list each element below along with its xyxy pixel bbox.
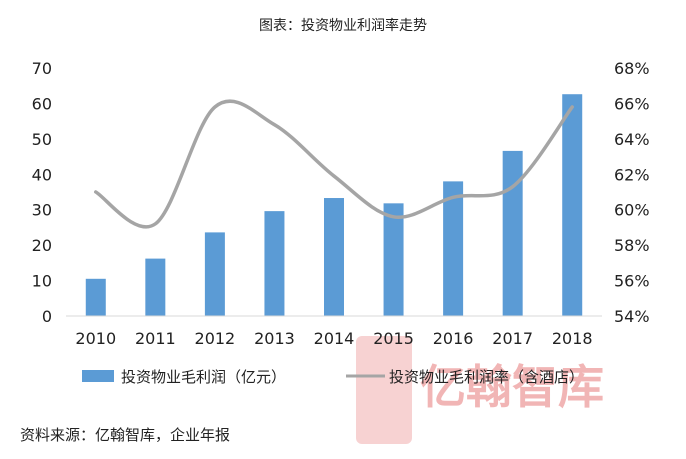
bar — [383, 203, 404, 316]
right-tick-label: 56% — [614, 272, 650, 291]
bar — [502, 150, 523, 316]
source-note: 资料来源：亿翰智库，企业年报 — [20, 426, 230, 444]
x-tick-label: 2017 — [492, 329, 533, 348]
legend-bar-label: 投资物业毛利润（亿元） — [121, 368, 286, 386]
right-tick-label: 58% — [614, 236, 650, 255]
right-tick-label: 60% — [614, 201, 650, 220]
x-tick-label: 2014 — [314, 329, 355, 348]
margin-line — [94, 99, 574, 229]
watermark-text: 亿翰智库 — [420, 360, 604, 414]
chart-title: 图表：投资物业利润率走势 — [259, 17, 427, 34]
bar — [443, 181, 464, 316]
x-tick-label: 2016 — [433, 329, 474, 348]
bar — [324, 198, 344, 316]
right-tick-label: 62% — [614, 165, 650, 184]
bar — [204, 232, 225, 316]
x-tick-label: 2013 — [254, 329, 295, 348]
x-axis: 2010 2011 2012 2013 2014 2015 2016 2017 2018 — [75, 329, 592, 348]
left-tick-label: 30 — [32, 201, 52, 220]
line-series — [94, 99, 574, 229]
bar — [145, 258, 166, 316]
right-tick-label: 64% — [614, 130, 650, 149]
right-tick-label: 54% — [614, 307, 650, 326]
left-axis: 0 10 20 30 40 50 60 70 — [32, 59, 52, 326]
bar — [562, 94, 583, 317]
right-axis: 54% 56% 58% 60% 62% 64% 66% 68% — [614, 59, 650, 326]
legend-bar-swatch — [82, 370, 114, 382]
legend-line-label: 投资物业毛利润率（含酒店） — [389, 368, 584, 386]
bar — [264, 211, 285, 316]
watermark: 亿翰智库 — [356, 336, 604, 444]
bar — [85, 278, 106, 316]
right-tick-label: 68% — [614, 59, 650, 78]
right-tick-label: 66% — [614, 94, 650, 113]
left-tick-label: 20 — [32, 236, 52, 255]
x-tick-label: 2010 — [75, 329, 116, 348]
x-tick-label: 2012 — [195, 329, 236, 348]
bar-series — [85, 94, 583, 317]
x-tick-label: 2011 — [135, 329, 176, 348]
watermark-seal-icon — [356, 336, 412, 444]
left-tick-label: 40 — [32, 165, 52, 184]
left-tick-label: 50 — [32, 130, 52, 149]
left-tick-label: 60 — [32, 94, 52, 113]
legend: 投资物业毛利润（亿元） 投资物业毛利润率（含酒店） — [82, 368, 584, 386]
left-tick-label: 0 — [42, 307, 52, 326]
x-tick-label: 2018 — [552, 329, 593, 348]
left-tick-label: 70 — [32, 59, 52, 78]
left-tick-label: 10 — [32, 272, 52, 291]
x-tick-label: 2015 — [373, 329, 414, 348]
